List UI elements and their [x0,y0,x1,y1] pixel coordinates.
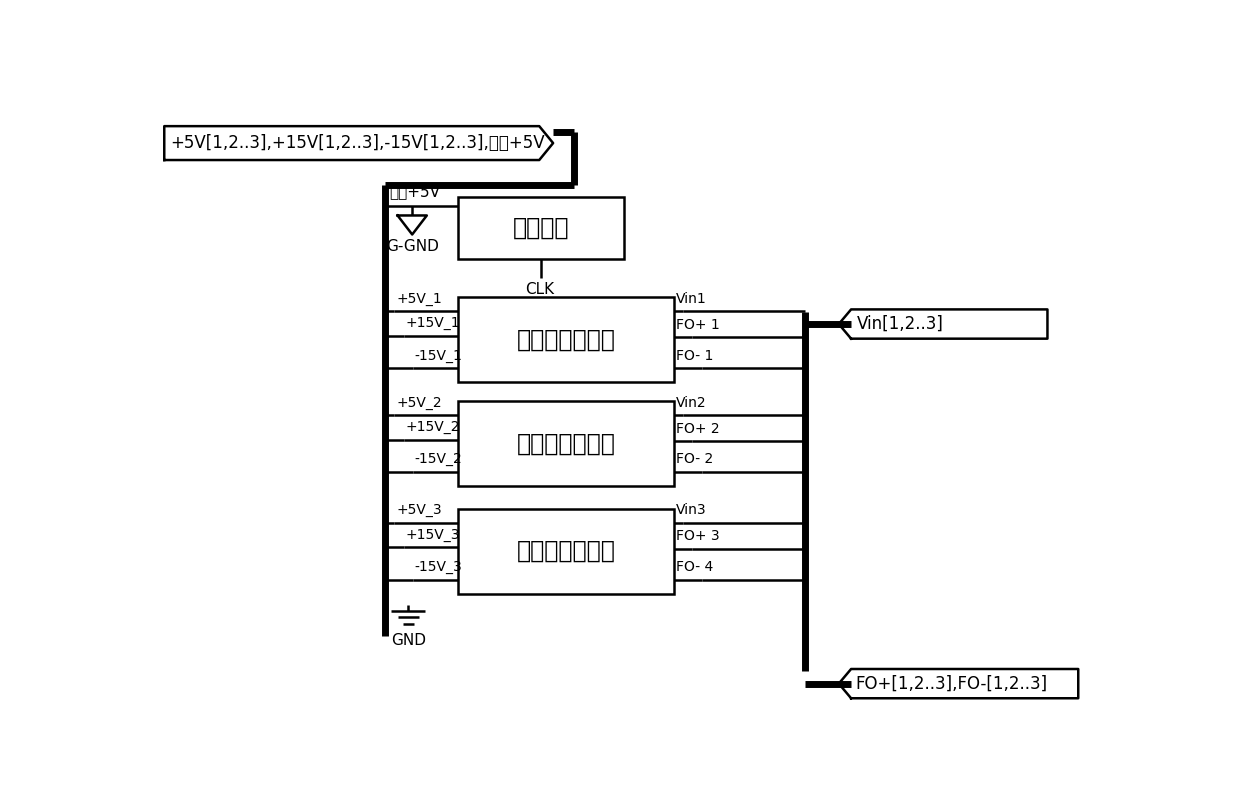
Bar [459,197,624,259]
Text: +5V_3: +5V_3 [396,503,441,517]
Text: 第三路待测电路: 第三路待测电路 [517,539,615,563]
Text: +5V_2: +5V_2 [396,396,441,409]
Text: Vin3: Vin3 [676,503,707,517]
Text: FO+ 3: FO+ 3 [676,529,720,544]
Text: Vin1: Vin1 [676,292,707,305]
Text: FO+[1,2..3],FO-[1,2..3]: FO+[1,2..3],FO-[1,2..3] [854,674,1047,693]
Text: +5V_1: +5V_1 [396,292,441,305]
Text: +15V_3: +15V_3 [405,528,460,542]
Bar [459,509,675,594]
Text: Vin[1,2..3]: Vin[1,2..3] [857,315,944,333]
Text: FO- 4: FO- 4 [676,560,713,574]
Text: FO- 2: FO- 2 [676,453,713,466]
Text: -15V_1: -15V_1 [414,348,463,363]
Text: 外围电路: 外围电路 [513,215,569,239]
Text: +15V_2: +15V_2 [405,421,460,434]
Text: +5V[1,2..3],+15V[1,2..3],-15V[1,2..3],光隔+5V: +5V[1,2..3],+15V[1,2..3],-15V[1,2..3],光隔… [170,134,546,152]
Text: GND: GND [391,633,425,648]
Text: FO- 1: FO- 1 [676,348,714,363]
Text: -15V_3: -15V_3 [414,560,463,574]
Text: FO+ 1: FO+ 1 [676,318,720,332]
Text: -15V_2: -15V_2 [414,453,463,466]
Text: CLK: CLK [526,282,554,296]
Text: Vin2: Vin2 [676,396,707,409]
Text: 光隔+5V: 光隔+5V [389,184,440,199]
Text: FO+ 2: FO+ 2 [676,421,720,436]
Text: +15V_1: +15V_1 [405,316,460,330]
Text: 第二路待测电路: 第二路待测电路 [517,432,615,456]
Bar [459,401,675,485]
Text: 第一路待测电路: 第一路待测电路 [517,328,615,352]
Bar [459,297,675,382]
Text: G-GND: G-GND [386,239,439,254]
